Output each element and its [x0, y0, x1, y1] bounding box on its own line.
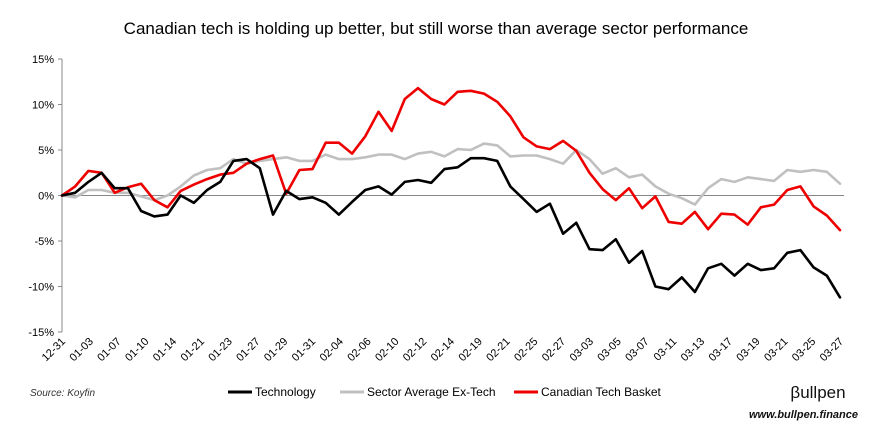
x-tick-label: 02-04	[318, 336, 346, 364]
series-line-technology	[60, 156, 842, 299]
y-tick-label: -10%	[28, 282, 54, 294]
x-tick-label: 03-03	[568, 336, 596, 364]
x-tick-label: 01-14	[151, 336, 179, 364]
x-tick-label: 03-21	[762, 336, 790, 364]
x-tick-label: 02-21	[484, 336, 512, 364]
y-tick-label: 15%	[32, 54, 54, 66]
x-tick-label: 03-27	[818, 336, 846, 364]
x-tick-label: 12-31	[40, 336, 68, 364]
legend-label-technology: Technology	[255, 385, 316, 399]
series-layer	[60, 86, 842, 299]
legend: Technology Sector Average Ex-Tech Canadi…	[228, 385, 662, 399]
source-note: Source: Koyfin	[30, 388, 95, 399]
brand-url: www.bullpen.finance	[749, 409, 858, 421]
x-tick-label: 03-19	[734, 336, 762, 364]
y-tick-label: 10%	[32, 100, 54, 112]
series-line-sector-average-ex-tech	[60, 142, 842, 206]
y-tick-label: -5%	[34, 236, 54, 248]
y-tick-label: 5%	[38, 145, 54, 157]
x-tick-label: 02-25	[512, 336, 540, 364]
x-tick-label: 02-06	[345, 336, 373, 364]
y-tick-label: -15%	[28, 327, 54, 339]
x-tick-label: 03-11	[652, 336, 680, 364]
x-tick-label: 03-13	[679, 336, 707, 364]
legend-item-canadian-tech: Canadian Tech Basket	[514, 385, 662, 399]
legend-label-sector-average: Sector Average Ex-Tech	[367, 385, 496, 399]
x-tick-label: 02-19	[457, 336, 485, 364]
x-tick-label: 02-10	[373, 336, 401, 364]
x-tick-label: 03-25	[790, 336, 818, 364]
x-tick-label: 01-03	[68, 336, 96, 364]
x-tick-label: 01-27	[234, 336, 262, 364]
legend-item-technology: Technology	[228, 385, 316, 399]
series-line-canadian-tech-basket	[60, 86, 842, 232]
x-tick-label: 03-17	[707, 336, 735, 364]
y-tick-label: 0%	[38, 191, 54, 203]
legend-item-sector-average: Sector Average Ex-Tech	[340, 385, 496, 399]
x-tick-label: 01-23	[206, 336, 234, 364]
x-tick-label: 02-14	[429, 336, 457, 364]
chart-title: Canadian tech is holding up better, but …	[124, 19, 749, 38]
x-tick-label: 02-27	[540, 336, 568, 364]
legend-label-canadian-tech: Canadian Tech Basket	[541, 385, 662, 399]
x-axis: 12-31 01-03 01-07 01-10 01-14 01-21 01-23 01-27…	[40, 195, 846, 364]
x-tick-label: 01-10	[123, 336, 151, 364]
x-tick-label: 01-07	[95, 336, 123, 364]
x-tick-label: 01-29	[262, 336, 290, 364]
x-tick-label: 02-12	[401, 336, 429, 364]
x-tick-label: 01-31	[290, 336, 318, 364]
x-tick-label: 03-05	[595, 336, 623, 364]
x-tick-label: 01-21	[179, 336, 207, 364]
y-axis: 15% 10% 5% 0% -5% -10% -15%	[28, 54, 63, 339]
x-tick-label: 03-07	[623, 336, 651, 364]
brand-logo: βullpen	[790, 383, 845, 402]
